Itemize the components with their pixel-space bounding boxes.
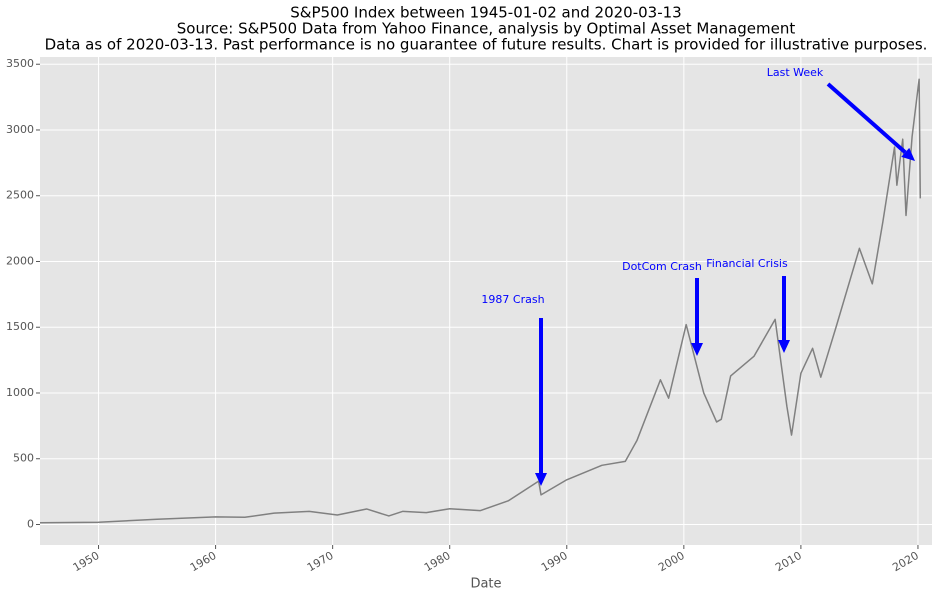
y-tick-label: 500 xyxy=(13,452,34,465)
x-tick-label: 1950 xyxy=(71,549,102,574)
y-tick-label: 3000 xyxy=(6,123,34,136)
annotation-arrowhead xyxy=(535,473,547,486)
annotation: Financial Crisis xyxy=(706,257,788,270)
annotation-arrowhead xyxy=(901,147,915,161)
x-tick-label: 2020 xyxy=(890,549,921,574)
x-tick-label: 1970 xyxy=(305,549,336,574)
x-tick-label: 2010 xyxy=(773,549,804,574)
annotation: 1987 Crash xyxy=(481,293,544,306)
y-tick-label: 2000 xyxy=(6,254,34,267)
x-tick-label: 1960 xyxy=(188,549,219,574)
annotation-arrowhead xyxy=(691,343,703,356)
chart-subtitle: Source: S&P500 Data from Yahoo Finance, … xyxy=(177,20,796,38)
y-tick-label: 1000 xyxy=(6,386,34,399)
annotation-arrow xyxy=(826,82,907,154)
y-tick-label: 3500 xyxy=(6,57,34,70)
y-tick-label: 1500 xyxy=(6,320,34,333)
y-tick-label: 2500 xyxy=(6,189,34,202)
annotation-arrowhead xyxy=(778,340,790,353)
annotation: DotCom Crash xyxy=(622,260,702,273)
x-axis-label: Date xyxy=(470,577,501,592)
y-tick-label: 0 xyxy=(27,517,34,530)
x-tick-label: 1990 xyxy=(539,549,570,574)
x-tick-label: 2000 xyxy=(656,549,687,574)
annotation: Last Week xyxy=(767,66,824,79)
index-line xyxy=(39,78,922,524)
chart-note: Data as of 2020-03-13. Past performance … xyxy=(45,36,928,54)
chart-title: S&P500 Index between 1945-01-02 and 2020… xyxy=(290,4,681,22)
x-tick-label: 1980 xyxy=(422,549,453,574)
